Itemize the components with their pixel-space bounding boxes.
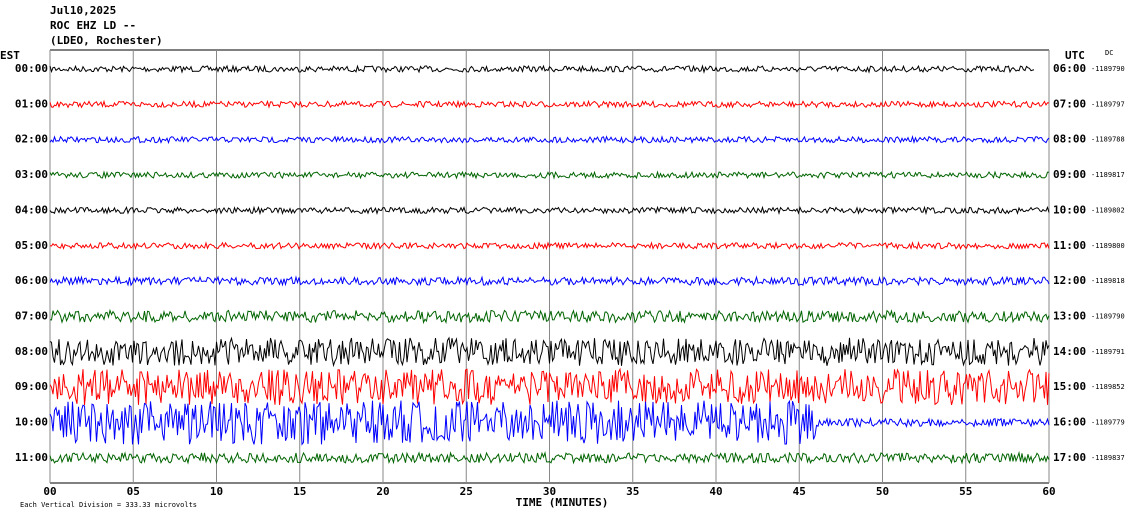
utc-label: 11:00 xyxy=(1053,239,1086,252)
dc-value: -1189837 xyxy=(1091,454,1125,462)
x-tick-label: 10 xyxy=(210,485,223,498)
utc-label: 06:00 xyxy=(1053,62,1086,75)
dc-value: -1189800 xyxy=(1091,242,1125,250)
est-label: 06:00 xyxy=(15,274,48,287)
dc-title: DC xyxy=(1105,49,1113,57)
utc-label: 13:00 xyxy=(1053,309,1086,322)
trace xyxy=(49,399,1050,446)
dc-value: -1189817 xyxy=(1091,171,1125,179)
est-label: 07:00 xyxy=(15,309,48,322)
dc-value: -1189788 xyxy=(1091,136,1125,144)
x-tick-label: 60 xyxy=(1042,485,1055,498)
utc-label: 15:00 xyxy=(1053,380,1086,393)
trace xyxy=(49,64,1035,74)
dc-value: -1189797 xyxy=(1091,100,1125,108)
est-label: 10:00 xyxy=(15,416,48,429)
utc-label: 14:00 xyxy=(1053,345,1086,358)
x-tick-label: 55 xyxy=(959,485,972,498)
footer: Each Vertical Division = 333.33 microvol… xyxy=(20,501,197,509)
utc-label: 10:00 xyxy=(1053,203,1086,216)
est-label: 05:00 xyxy=(15,239,48,252)
x-axis-label: TIME (MINUTES) xyxy=(516,496,609,509)
x-tick-label: 40 xyxy=(709,485,722,498)
right-axis-title: UTC xyxy=(1065,49,1085,62)
est-label: 03:00 xyxy=(15,168,48,181)
x-tick-label: 30 xyxy=(543,485,556,498)
utc-label: 08:00 xyxy=(1053,133,1086,146)
trace xyxy=(49,308,1050,325)
trace xyxy=(49,336,1050,368)
trace xyxy=(49,170,1050,180)
est-label: 00:00 xyxy=(15,62,48,75)
est-label: 11:00 xyxy=(15,451,48,464)
x-tick-label: 20 xyxy=(376,485,389,498)
trace xyxy=(49,275,1050,287)
dc-value: -1189779 xyxy=(1091,419,1125,427)
est-label: 08:00 xyxy=(15,345,48,358)
dc-value: -1189790 xyxy=(1091,312,1125,320)
est-label: 04:00 xyxy=(15,203,48,216)
trace xyxy=(49,205,1050,216)
dc-value: -1189790 xyxy=(1091,65,1125,73)
utc-label: 09:00 xyxy=(1053,168,1086,181)
utc-label: 12:00 xyxy=(1053,274,1086,287)
est-label: 02:00 xyxy=(15,133,48,146)
x-tick-label: 35 xyxy=(626,485,639,498)
trace xyxy=(49,240,1050,251)
x-tick-label: 25 xyxy=(460,485,473,498)
dc-value: -1189802 xyxy=(1091,206,1125,214)
dc-value: -1189852 xyxy=(1091,383,1125,391)
dc-value: -1189791 xyxy=(1091,348,1125,356)
trace xyxy=(49,135,1050,145)
est-label: 01:00 xyxy=(15,97,48,110)
dc-value: -1189818 xyxy=(1091,277,1125,285)
trace xyxy=(49,450,1050,465)
trace xyxy=(49,367,1050,406)
header-line: (LDEO, Rochester) xyxy=(50,34,163,47)
left-axis-title: EST xyxy=(0,49,20,62)
x-tick-label: 05 xyxy=(127,485,140,498)
utc-label: 16:00 xyxy=(1053,416,1086,429)
trace xyxy=(49,99,1050,109)
x-tick-label: 50 xyxy=(876,485,889,498)
x-tick-label: 15 xyxy=(293,485,306,498)
x-tick-label: 00 xyxy=(43,485,56,498)
utc-label: 17:00 xyxy=(1053,451,1086,464)
header-line: ROC EHZ LD -- xyxy=(50,19,136,32)
x-tick-label: 45 xyxy=(793,485,806,498)
header-line: Jul10,2025 xyxy=(50,4,116,17)
est-label: 09:00 xyxy=(15,380,48,393)
utc-label: 07:00 xyxy=(1053,97,1086,110)
